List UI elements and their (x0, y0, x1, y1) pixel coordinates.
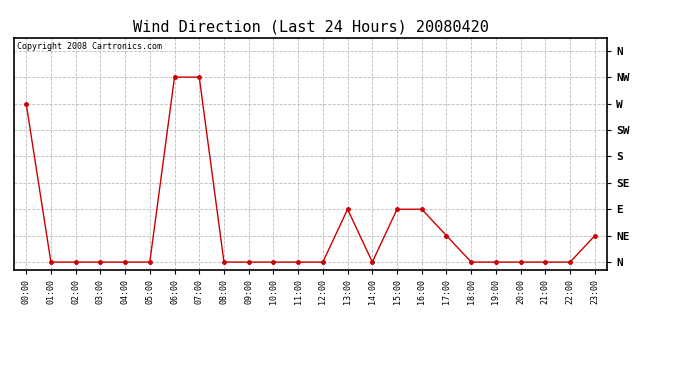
Title: Wind Direction (Last 24 Hours) 20080420: Wind Direction (Last 24 Hours) 20080420 (132, 20, 489, 35)
Text: Copyright 2008 Cartronics.com: Copyright 2008 Cartronics.com (17, 42, 161, 51)
